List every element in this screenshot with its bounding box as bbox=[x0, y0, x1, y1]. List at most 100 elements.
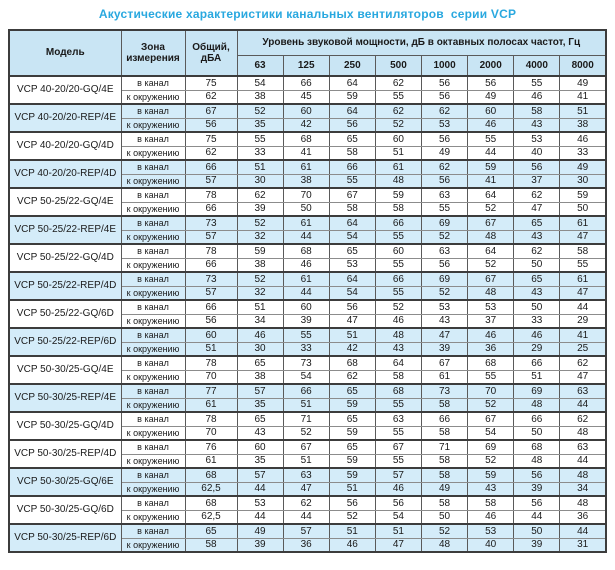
band-value-cell: 68 bbox=[467, 355, 515, 371]
band-value-cell: 32 bbox=[236, 285, 284, 301]
band-value-cell: 48 bbox=[559, 467, 607, 483]
total-dba-cell: 67 bbox=[184, 103, 238, 119]
band-value-cell: 64 bbox=[328, 75, 376, 91]
band-value-cell: 66 bbox=[513, 355, 561, 371]
zone-cell: к окружению bbox=[120, 117, 186, 133]
band-value-cell: 51 bbox=[236, 159, 284, 175]
band-value-cell: 48 bbox=[559, 425, 607, 441]
zone-cell: к окружению bbox=[120, 369, 186, 385]
band-value-cell: 66 bbox=[328, 159, 376, 175]
band-value-cell: 69 bbox=[420, 215, 469, 231]
band-value-cell: 56 bbox=[328, 495, 376, 511]
table-row: VCP 50-30/25-GQ/6D в канал 68 53 62 56 56 58 58 5… bbox=[8, 495, 607, 525]
band-value-cell: 49 bbox=[467, 89, 515, 105]
band-value-cell: 55 bbox=[236, 131, 284, 147]
band-value-cell: 64 bbox=[467, 243, 515, 259]
zone-cell: к окружению bbox=[120, 453, 186, 469]
band-value-cell: 49 bbox=[420, 481, 469, 497]
band-value-cell: 43 bbox=[467, 481, 515, 497]
band-value-cell: 44 bbox=[559, 299, 607, 315]
model-name-cell: VCP 50-30/25-GQ/6D bbox=[8, 495, 122, 525]
band-value-cell: 44 bbox=[236, 509, 284, 525]
total-dba-cell: 78 bbox=[184, 355, 238, 371]
band-value-cell: 51 bbox=[282, 453, 330, 469]
band-value-cell: 52 bbox=[420, 285, 469, 301]
band-value-cell: 42 bbox=[328, 341, 376, 357]
band-value-cell: 54 bbox=[236, 75, 284, 91]
band-value-cell: 53 bbox=[467, 299, 515, 315]
model-name-cell: VCP 50-25/22-GQ/6D bbox=[8, 299, 122, 329]
band-value-cell: 58 bbox=[374, 201, 423, 217]
table-row: VCP 50-25/22-GQ/4E в канал 78 62 70 67 59 63 64 6… bbox=[8, 187, 607, 217]
band-value-cell: 61 bbox=[420, 369, 469, 385]
total-dba-cell: 68 bbox=[184, 467, 238, 483]
band-value-cell: 55 bbox=[467, 131, 515, 147]
band-value-cell: 51 bbox=[559, 103, 607, 119]
band-value-cell: 67 bbox=[420, 355, 469, 371]
band-value-cell: 65 bbox=[236, 411, 284, 427]
band-value-cell: 56 bbox=[420, 131, 469, 147]
band-value-cell: 39 bbox=[513, 537, 561, 553]
band-value-cell: 44 bbox=[282, 229, 330, 245]
band-value-cell: 55 bbox=[420, 201, 469, 217]
band-value-cell: 52 bbox=[236, 215, 284, 231]
band-value-cell: 68 bbox=[282, 131, 330, 147]
band-value-cell: 59 bbox=[328, 425, 376, 441]
band-value-cell: 29 bbox=[513, 341, 561, 357]
zone-cell: к окружению bbox=[120, 341, 186, 357]
band-value-cell: 45 bbox=[282, 89, 330, 105]
band-value-cell: 67 bbox=[467, 411, 515, 427]
model-name-cell: VCP 50-25/22-REP/4E bbox=[8, 215, 122, 245]
band-value-cell: 33 bbox=[282, 341, 330, 357]
band-value-cell: 59 bbox=[559, 187, 607, 203]
band-value-cell: 35 bbox=[236, 453, 284, 469]
band-value-cell: 58 bbox=[420, 425, 469, 441]
band-value-cell: 40 bbox=[467, 537, 515, 553]
band-value-cell: 47 bbox=[513, 201, 561, 217]
table-row: к окружению 56 34 39 47 46 43 37 33 29 bbox=[9, 313, 607, 329]
band-value-cell: 44 bbox=[559, 397, 607, 413]
table-row: VCP 50-25/22-REP/6D в канал 60 46 55 51 48 47 46… bbox=[8, 327, 607, 357]
band-value-cell: 59 bbox=[467, 159, 515, 175]
band-value-cell: 58 bbox=[467, 495, 515, 511]
band-value-cell: 64 bbox=[374, 355, 423, 371]
band-value-cell: 48 bbox=[374, 327, 423, 343]
band-value-cell: 46 bbox=[513, 327, 561, 343]
table-row: к окружению 58 39 36 46 47 48 40 39 31 bbox=[9, 537, 607, 553]
band-value-cell: 62 bbox=[282, 495, 330, 511]
zone-cell: к окружению bbox=[120, 397, 186, 413]
table-row: VCP 50-25/22-REP/4D в канал 73 52 61 64 66 69 67… bbox=[8, 271, 607, 301]
table-row: к окружению 62 38 45 59 55 56 49 46 41 bbox=[9, 89, 607, 105]
band-value-cell: 47 bbox=[559, 369, 607, 385]
table-row: к окружению 57 32 44 54 55 52 48 43 47 bbox=[9, 285, 607, 301]
zone-cell: к окружению bbox=[120, 313, 186, 329]
band-value-cell: 54 bbox=[282, 369, 330, 385]
band-value-cell: 59 bbox=[467, 467, 515, 483]
band-value-cell: 55 bbox=[559, 257, 607, 273]
band-value-cell: 52 bbox=[282, 425, 330, 441]
band-value-cell: 55 bbox=[374, 453, 423, 469]
band-value-cell: 42 bbox=[282, 117, 330, 133]
band-value-cell: 57 bbox=[374, 467, 423, 483]
band-value-cell: 30 bbox=[236, 173, 284, 189]
band-value-cell: 67 bbox=[467, 215, 515, 231]
band-value-cell: 41 bbox=[559, 327, 607, 343]
band-value-cell: 38 bbox=[236, 89, 284, 105]
band-value-cell: 53 bbox=[513, 131, 561, 147]
band-value-cell: 44 bbox=[282, 509, 330, 525]
total-dba-cell: 57 bbox=[184, 173, 238, 189]
band-value-cell: 55 bbox=[374, 425, 423, 441]
total-dba-cell: 75 bbox=[184, 75, 238, 91]
band-value-cell: 62 bbox=[374, 103, 423, 119]
band-value-cell: 55 bbox=[374, 257, 423, 273]
band-value-cell: 30 bbox=[559, 173, 607, 189]
band-value-cell: 48 bbox=[513, 453, 561, 469]
model-name-cell: VCP 50-25/22-GQ/4D bbox=[8, 243, 122, 273]
band-value-cell: 53 bbox=[420, 117, 469, 133]
band-value-cell: 52 bbox=[467, 453, 515, 469]
band-value-cell: 58 bbox=[513, 103, 561, 119]
band-value-cell: 66 bbox=[420, 411, 469, 427]
table-row: к окружению 70 38 54 62 58 61 55 51 47 bbox=[9, 369, 607, 385]
band-value-cell: 54 bbox=[328, 285, 376, 301]
band-value-cell: 55 bbox=[374, 89, 423, 105]
